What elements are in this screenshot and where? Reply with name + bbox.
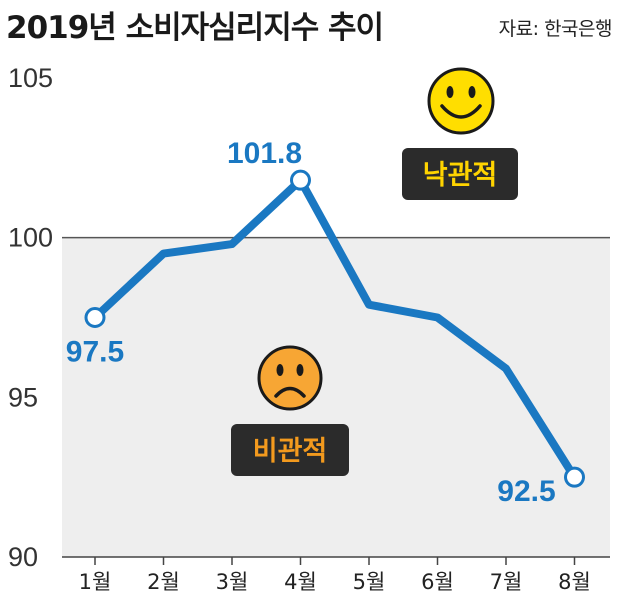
pessimistic-badge: [231, 424, 349, 476]
x-axis-ticks: 1월 2월 3월 4월 5월 6월 7월 8월: [79, 557, 591, 594]
optimistic-label: 낙관적: [423, 160, 498, 191]
data-label: 92.5: [497, 475, 555, 508]
data-label: 101.8: [227, 137, 302, 170]
data-point-marker: [84, 307, 106, 328]
x-tick-label: 4월: [284, 570, 317, 594]
pessimistic-label: 비관적: [253, 436, 328, 467]
below-100-shaded-area: [62, 237, 610, 557]
pessimistic-annotation: 비관적: [231, 345, 349, 476]
x-tick-label: 7월: [490, 570, 523, 594]
y-tick-label: 105: [8, 63, 53, 93]
sad-face-icon: [257, 345, 323, 411]
data-labels: 97.5 101.8 92.5: [66, 137, 556, 508]
data-point-marker: [564, 466, 585, 488]
y-tick-label: 90: [8, 542, 38, 572]
data-point-marker: [290, 169, 311, 191]
smiley-face-icon: [427, 67, 495, 135]
chart-title: 2019년 소비자심리지수 추이: [6, 10, 384, 46]
y-tick-label: 100: [8, 223, 53, 253]
y-tick-label: 95: [8, 382, 38, 412]
source-note: 자료: 한국은행: [498, 18, 613, 40]
x-tick-label: 6월: [421, 570, 454, 594]
optimistic-badge: [402, 148, 518, 200]
series-line: [91, 176, 579, 482]
x-tick-label: 8월: [558, 570, 591, 594]
point-markers: [84, 169, 585, 488]
optimistic-annotation: 낙관적: [402, 67, 518, 200]
y-axis-ticks: 90 95 100 105: [8, 63, 53, 572]
x-tick-label: 1월: [79, 570, 112, 594]
x-tick-label: 5월: [353, 570, 386, 594]
data-label: 97.5: [66, 336, 124, 369]
x-tick-label: 3월: [216, 570, 249, 594]
x-tick-label: 2월: [147, 570, 180, 594]
